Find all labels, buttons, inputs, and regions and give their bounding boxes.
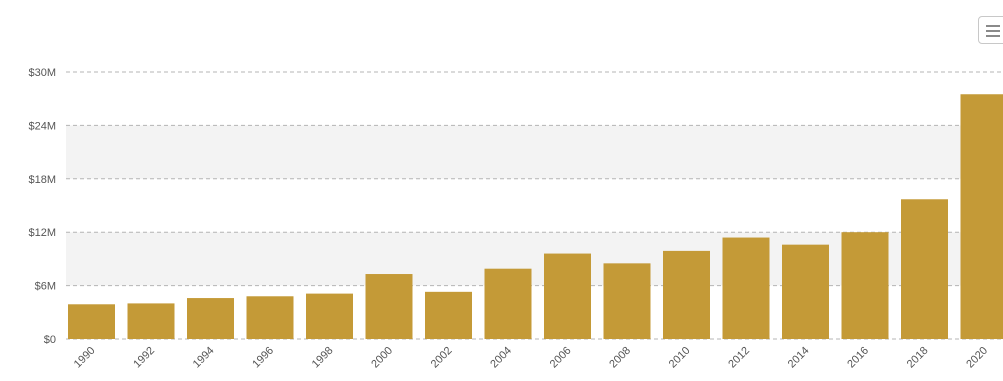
x-tick-label: 2010 bbox=[667, 345, 693, 371]
bar-1996 bbox=[246, 296, 294, 339]
y-tick-label: $24M bbox=[28, 120, 56, 132]
bar-2018 bbox=[901, 199, 948, 339]
x-tick-label: 2016 bbox=[845, 345, 871, 371]
x-tick-label: 1992 bbox=[131, 345, 157, 371]
x-tick-label: 2002 bbox=[429, 345, 455, 371]
bar-2006 bbox=[544, 253, 591, 339]
x-tick-label: 1998 bbox=[310, 345, 336, 371]
x-tick-label: 1994 bbox=[191, 345, 217, 371]
hamburger-menu-icon[interactable] bbox=[978, 16, 1003, 44]
bar-2016 bbox=[841, 232, 889, 339]
bar-2008 bbox=[603, 263, 651, 339]
y-axis-ticks: $0 $6M $12M $18M $24M $30M bbox=[28, 67, 56, 346]
x-tick-label: 2012 bbox=[726, 345, 752, 371]
x-tick-label: 2014 bbox=[786, 345, 812, 371]
bar-2020 bbox=[960, 94, 1003, 339]
x-tick-label: 1996 bbox=[250, 345, 276, 371]
bars bbox=[68, 94, 1003, 339]
bar-2002 bbox=[425, 291, 472, 339]
x-tick-label: 2018 bbox=[905, 345, 931, 371]
bar-2004 bbox=[484, 268, 532, 339]
y-tick-label: $30M bbox=[28, 67, 56, 79]
y-tick-label: $18M bbox=[28, 174, 56, 186]
bar-1998 bbox=[306, 293, 353, 339]
x-tick-label: 2000 bbox=[369, 345, 395, 371]
x-tick-label: 1990 bbox=[72, 345, 98, 371]
bar-1990 bbox=[68, 304, 115, 339]
bar-2010 bbox=[663, 250, 710, 339]
plot-band bbox=[66, 125, 1003, 179]
y-tick-label: $12M bbox=[28, 227, 56, 239]
x-tick-label: 2020 bbox=[964, 345, 990, 371]
bar-1994 bbox=[187, 298, 234, 339]
x-tick-label: 2006 bbox=[548, 345, 574, 371]
bar-2000 bbox=[365, 274, 413, 339]
bar-2012 bbox=[722, 237, 770, 339]
bar-1992 bbox=[127, 303, 175, 339]
x-axis-ticks: 1990 1992 1994 1996 1998 2000 2002 2004 2006 2008… bbox=[72, 345, 990, 371]
x-tick-label: 2004 bbox=[488, 345, 514, 371]
x-tick-label: 2008 bbox=[607, 345, 633, 371]
bar-2014 bbox=[782, 244, 829, 339]
y-tick-label: $6M bbox=[35, 281, 56, 293]
y-tick-label: $0 bbox=[44, 334, 56, 346]
